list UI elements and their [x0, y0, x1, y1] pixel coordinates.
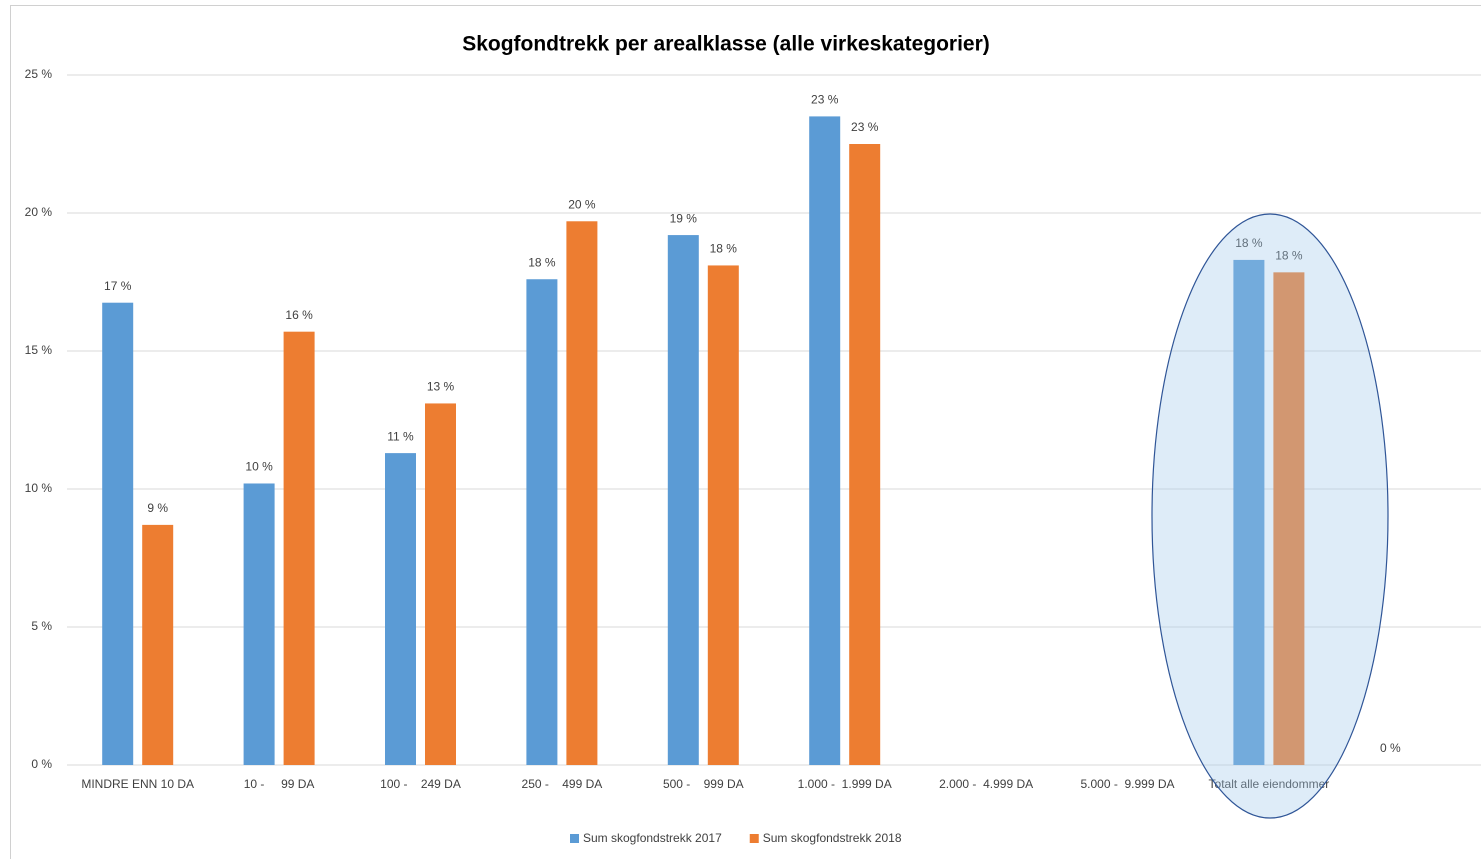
value-label: 18 % — [710, 242, 738, 256]
bar — [102, 303, 133, 765]
y-tick-label: 0 % — [31, 757, 52, 771]
x-tick-label: 5.000 - 9.999 DA — [1080, 777, 1174, 791]
legend-label: Sum skogfondstrekk 2017 — [583, 831, 722, 845]
value-label: 23 % — [851, 120, 879, 134]
value-label: 16 % — [285, 308, 313, 322]
bar — [849, 144, 880, 765]
value-label: 9 % — [147, 501, 168, 515]
x-tick-label: MINDRE ENN 10 DA — [81, 777, 194, 791]
bar — [385, 453, 416, 765]
y-tick-label: 10 % — [25, 481, 53, 495]
bar — [668, 235, 699, 765]
legend-swatch — [570, 834, 579, 843]
x-tick-label: 2.000 - 4.999 DA — [939, 777, 1033, 791]
value-label: 13 % — [427, 380, 455, 394]
value-label: 17 % — [104, 279, 132, 293]
value-label: 10 % — [245, 460, 273, 474]
bar — [425, 403, 456, 765]
legend-label: Sum skogfondstrekk 2018 — [763, 831, 902, 845]
bar — [284, 332, 315, 765]
y-tick-label: 15 % — [25, 343, 53, 357]
bar — [244, 483, 275, 765]
x-tick-label: 500 - 999 DA — [663, 777, 744, 791]
bar — [142, 525, 173, 765]
x-tick-label: 100 - 249 DA — [380, 777, 461, 791]
bar — [526, 279, 557, 765]
x-tick-label: 10 - 99 DA — [244, 777, 315, 791]
value-label: 20 % — [568, 197, 596, 211]
value-label: 11 % — [387, 429, 414, 443]
y-tick-label: 25 % — [25, 67, 53, 81]
value-label: 0 % — [1380, 741, 1401, 755]
y-tick-label: 5 % — [31, 619, 52, 633]
chart-title: Skogfondtrekk per arealklasse (alle virk… — [462, 33, 990, 56]
bar — [566, 221, 597, 765]
bar — [708, 265, 739, 765]
value-label: 23 % — [811, 93, 839, 107]
bar — [809, 116, 840, 765]
value-label: 19 % — [670, 211, 698, 225]
x-tick-label: 1.000 - 1.999 DA — [798, 777, 892, 791]
highlight-ellipse — [1152, 214, 1388, 818]
y-tick-label: 20 % — [25, 205, 53, 219]
value-label: 18 % — [528, 255, 556, 269]
legend-swatch — [750, 834, 759, 843]
x-tick-label: 250 - 499 DA — [522, 777, 603, 791]
